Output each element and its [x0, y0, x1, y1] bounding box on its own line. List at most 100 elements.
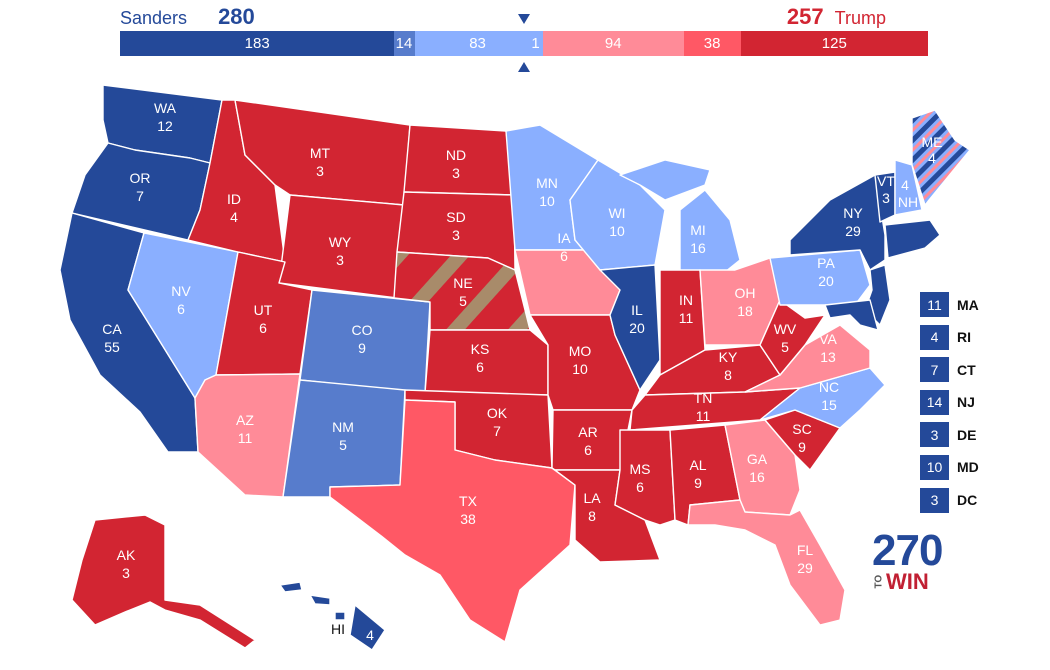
label-ms-ev: 6 [636, 479, 644, 495]
small-state-abbr: DE [957, 426, 977, 443]
label-in-ev: 11 [679, 310, 694, 326]
state-me[interactable] [911, 109, 971, 206]
label-nd-abbr: ND [446, 147, 466, 163]
label-ak-abbr: AK [117, 547, 136, 563]
logo-win: WIN [886, 569, 929, 594]
label-mo-ev: 10 [572, 361, 588, 377]
label-or-abbr: OR [130, 170, 151, 186]
state-nh[interactable] [894, 159, 923, 216]
small-state-row[interactable]: 3 DC [920, 487, 979, 513]
state-tx[interactable] [329, 399, 576, 643]
label-ny-ev: 29 [845, 223, 861, 239]
label-sc-abbr: SC [792, 421, 811, 437]
label-tx-abbr: TX [459, 493, 478, 509]
small-state-ev[interactable]: 7 [920, 357, 949, 383]
label-wa-abbr: WA [154, 100, 177, 116]
logo-number: 270 [872, 526, 943, 575]
label-sd-abbr: SD [446, 209, 465, 225]
state-il[interactable] [599, 264, 661, 391]
small-state-ev[interactable]: 14 [920, 389, 949, 415]
small-state-row[interactable]: 10 MD [920, 454, 979, 480]
label-wy-ev: 3 [336, 252, 344, 268]
small-state-row[interactable]: 4 RI [920, 324, 979, 350]
candidate-left: Sanders 280 [120, 4, 255, 30]
state-ny[interactable] [789, 174, 886, 271]
label-wi-abbr: WI [608, 205, 625, 221]
small-state-row[interactable]: 11 MA [920, 292, 979, 317]
label-ar-abbr: AR [578, 424, 597, 440]
label-ar-ev: 6 [584, 442, 592, 458]
label-ca-ev: 55 [104, 339, 120, 355]
small-state-ev[interactable]: 3 [920, 422, 949, 448]
label-nc-ev: 15 [821, 397, 837, 413]
state-ks[interactable] [424, 329, 549, 396]
label-ga-abbr: GA [747, 451, 768, 467]
label-la-ev: 8 [588, 508, 596, 524]
label-nm-abbr: NM [332, 419, 354, 435]
label-wy-abbr: WY [329, 234, 352, 250]
small-state-row[interactable]: 3 DE [920, 422, 979, 448]
label-ak-ev: 3 [122, 565, 130, 581]
label-oh-ev: 18 [737, 303, 753, 319]
label-id-ev: 4 [230, 209, 238, 225]
label-mt-ev: 3 [316, 163, 324, 179]
candidate-left-name: Sanders [120, 8, 188, 28]
label-mn-ev: 10 [539, 193, 555, 209]
label-oh-abbr: OH [735, 285, 756, 301]
label-ia-ev: 6 [560, 248, 568, 264]
small-state-abbr: MD [957, 459, 979, 476]
state-wi[interactable] [569, 159, 666, 271]
label-ut-ev: 6 [259, 320, 267, 336]
state-fl[interactable] [687, 499, 846, 626]
logo-to: TO [873, 574, 885, 589]
small-state-abbr: CT [957, 361, 976, 378]
state-mi[interactable] [679, 189, 741, 281]
label-me-ev: 4 [928, 150, 936, 166]
small-state-abbr: RI [957, 329, 971, 346]
small-state-ev[interactable]: 11 [920, 292, 949, 317]
hawaii-islets[interactable] [279, 581, 346, 621]
label-ks-ev: 6 [476, 359, 484, 375]
label-al-ev: 9 [694, 475, 702, 491]
state-ma[interactable] [884, 219, 941, 259]
label-co-ev: 9 [358, 340, 366, 356]
label-az-abbr: AZ [236, 412, 254, 428]
label-mi-ev: 16 [690, 240, 706, 256]
label-sd-ev: 3 [452, 227, 460, 243]
small-state-ev[interactable]: 10 [920, 454, 949, 480]
label-in-abbr: IN [679, 292, 693, 308]
label-ny-abbr: NY [843, 205, 863, 221]
state-az[interactable] [194, 373, 301, 498]
label-wv-abbr: WV [774, 321, 797, 337]
small-state-row[interactable]: 14 NJ [920, 389, 979, 415]
label-nh-ev: 4 [901, 177, 909, 193]
label-ok-abbr: OK [487, 405, 508, 421]
270towin-logo: 270 TO WIN [872, 526, 944, 594]
label-tn-abbr: TN [694, 390, 713, 406]
bar-segment: 125 [740, 31, 929, 56]
small-state-row[interactable]: 7 CT [920, 357, 979, 383]
label-ga-ev: 16 [749, 469, 765, 485]
label-me-abbr: ME [922, 134, 943, 150]
state-hi[interactable] [349, 604, 386, 651]
label-az-ev: 11 [238, 430, 253, 446]
label-wa-ev: 12 [157, 118, 173, 134]
state-labels: WA 12 OR 7 CA 55 NV 6 ID 4 MT 3 WY 3 UT … [102, 100, 942, 643]
state-ak[interactable] [71, 514, 256, 649]
small-state-ev[interactable]: 4 [920, 324, 949, 350]
label-tx-ev: 38 [460, 511, 476, 527]
label-fl-ev: 29 [797, 560, 813, 576]
state-md[interactable] [824, 299, 879, 331]
label-hi-ev: 4 [366, 627, 374, 643]
state-mi-upper[interactable] [619, 159, 711, 201]
label-ia-abbr: IA [557, 230, 571, 246]
label-ky-ev: 8 [724, 367, 732, 383]
small-state-ev[interactable]: 3 [920, 487, 949, 513]
label-tn-ev: 11 [696, 408, 711, 424]
label-pa-ev: 20 [818, 273, 834, 289]
bar-segment: 83 [415, 31, 540, 56]
candidate-right-name: Trump [834, 8, 886, 28]
small-state-abbr: DC [957, 492, 978, 509]
label-mn-abbr: MN [536, 175, 558, 191]
label-al-abbr: AL [689, 457, 706, 473]
